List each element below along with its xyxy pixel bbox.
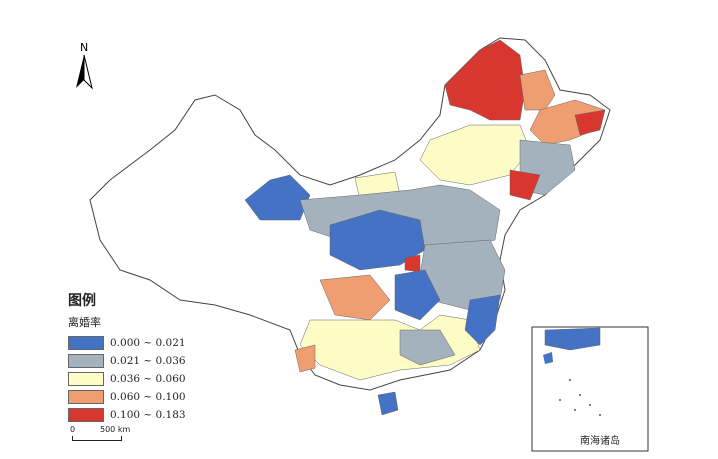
legend: 图例 离婚率 0.000 ~ 0.021 0.021 ~ 0.036 0.036 ~… [68,290,186,424]
legend-swatch [68,408,104,422]
inset-label: 南海诸岛 [580,436,620,447]
legend-swatch [68,372,104,386]
legend-range: 0.036 ~ 0.060 [110,373,186,385]
legend-swatch [68,390,104,404]
legend-item: 0.036 ~ 0.060 [68,370,186,388]
legend-item: 0.060 ~ 0.100 [68,388,186,406]
legend-variable: 离婚率 [68,316,101,329]
legend-range: 0.000 ~ 0.021 [110,337,186,349]
legend-item: 0.000 ~ 0.021 [68,334,186,352]
scale-start: 0 [70,425,76,434]
legend-swatch [68,336,104,350]
legend-item: 0.100 ~ 0.183 [68,406,186,424]
scale-bar: 0 500 km [70,425,140,445]
legend-swatch [68,354,104,368]
legend-range: 0.060 ~ 0.100 [110,391,186,403]
inset-frame [531,326,649,452]
scale-end: 500 km [100,425,131,434]
legend-item: 0.021 ~ 0.036 [68,352,186,370]
legend-range: 0.100 ~ 0.183 [110,409,186,421]
inset-islands [559,379,601,416]
region-polygons [244,39,606,416]
legend-title: 图例 [68,293,96,309]
legend-range: 0.021 ~ 0.036 [110,355,186,367]
north-arrow-icon: N [76,41,93,90]
svg-text:N: N [80,41,88,54]
